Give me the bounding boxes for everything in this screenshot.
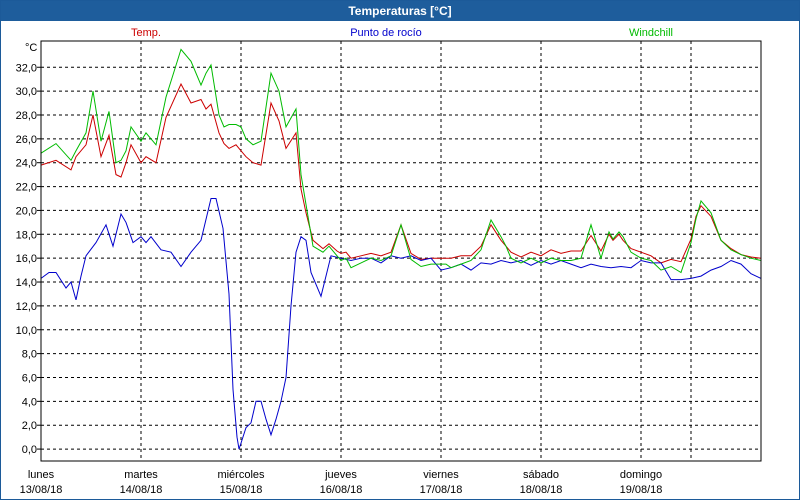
y-tick-label: 26,0: [16, 134, 37, 146]
x-tick-date-label: 19/08/18: [620, 484, 663, 496]
y-tick-label: 12,0: [16, 301, 37, 313]
x-tick-day-label: sábado: [523, 469, 559, 481]
y-tick-label: 28,0: [16, 110, 37, 122]
y-tick-label: 8,0: [22, 349, 37, 361]
x-tick-day-label: lunes: [28, 469, 55, 481]
y-tick-label: 16,0: [16, 253, 37, 265]
legend: Temp. Punto de rocío Windchill: [131, 27, 673, 39]
grid: [41, 41, 761, 461]
x-tick-day-label: martes: [124, 469, 158, 481]
y-tick-label: 0,0: [22, 444, 37, 456]
series-lines: [40, 48, 762, 450]
y-tick-label: 2,0: [22, 420, 37, 432]
x-tick-date-label: 18/08/18: [520, 484, 563, 496]
x-tick-date-label: 13/08/18: [20, 484, 63, 496]
y-tick-label: 18,0: [16, 229, 37, 241]
y-axis-unit-label: °C: [25, 42, 37, 54]
y-tick-label: 32,0: [16, 62, 37, 74]
legend-entry: Temp.: [131, 27, 161, 39]
series-line-punto-de-roc-o: [40, 198, 762, 450]
x-axis-ticks: lunes 13/08/18 martes 14/08/18 miércoles 15/0…: [20, 469, 663, 496]
y-tick-label: 14,0: [16, 277, 37, 289]
y-tick-label: 6,0: [22, 372, 37, 384]
x-tick-date-label: 17/08/18: [420, 484, 463, 496]
series-line-windchill: [40, 48, 762, 274]
x-tick-day-label: viernes: [423, 469, 459, 481]
y-axis-ticks: 32,0 30,0 28,0 26,0 24,0 22,0 20,0 18,0 16,0 14,0…: [16, 62, 41, 456]
x-tick-date-label: 16/08/18: [320, 484, 363, 496]
y-tick-label: 22,0: [16, 182, 37, 194]
x-tick-day-label: domingo: [620, 469, 662, 481]
legend-entry: Windchill: [629, 27, 673, 39]
y-tick-label: 24,0: [16, 158, 37, 170]
x-tick-day-label: jueves: [324, 469, 357, 481]
series-line-temp: [40, 82, 762, 264]
y-tick-label: 20,0: [16, 205, 37, 217]
y-tick-label: 30,0: [16, 86, 37, 98]
plot-area-border: [40, 40, 762, 462]
x-tick-date-label: 14/08/18: [120, 484, 163, 496]
x-tick-date-label: 15/08/18: [220, 484, 263, 496]
x-tick-day-label: miércoles: [217, 469, 265, 481]
chart-title: Temperaturas [°C]: [1, 1, 799, 21]
y-tick-label: 10,0: [16, 325, 37, 337]
y-tick-label: 4,0: [22, 396, 37, 408]
legend-entry: Punto de rocío: [350, 27, 422, 39]
